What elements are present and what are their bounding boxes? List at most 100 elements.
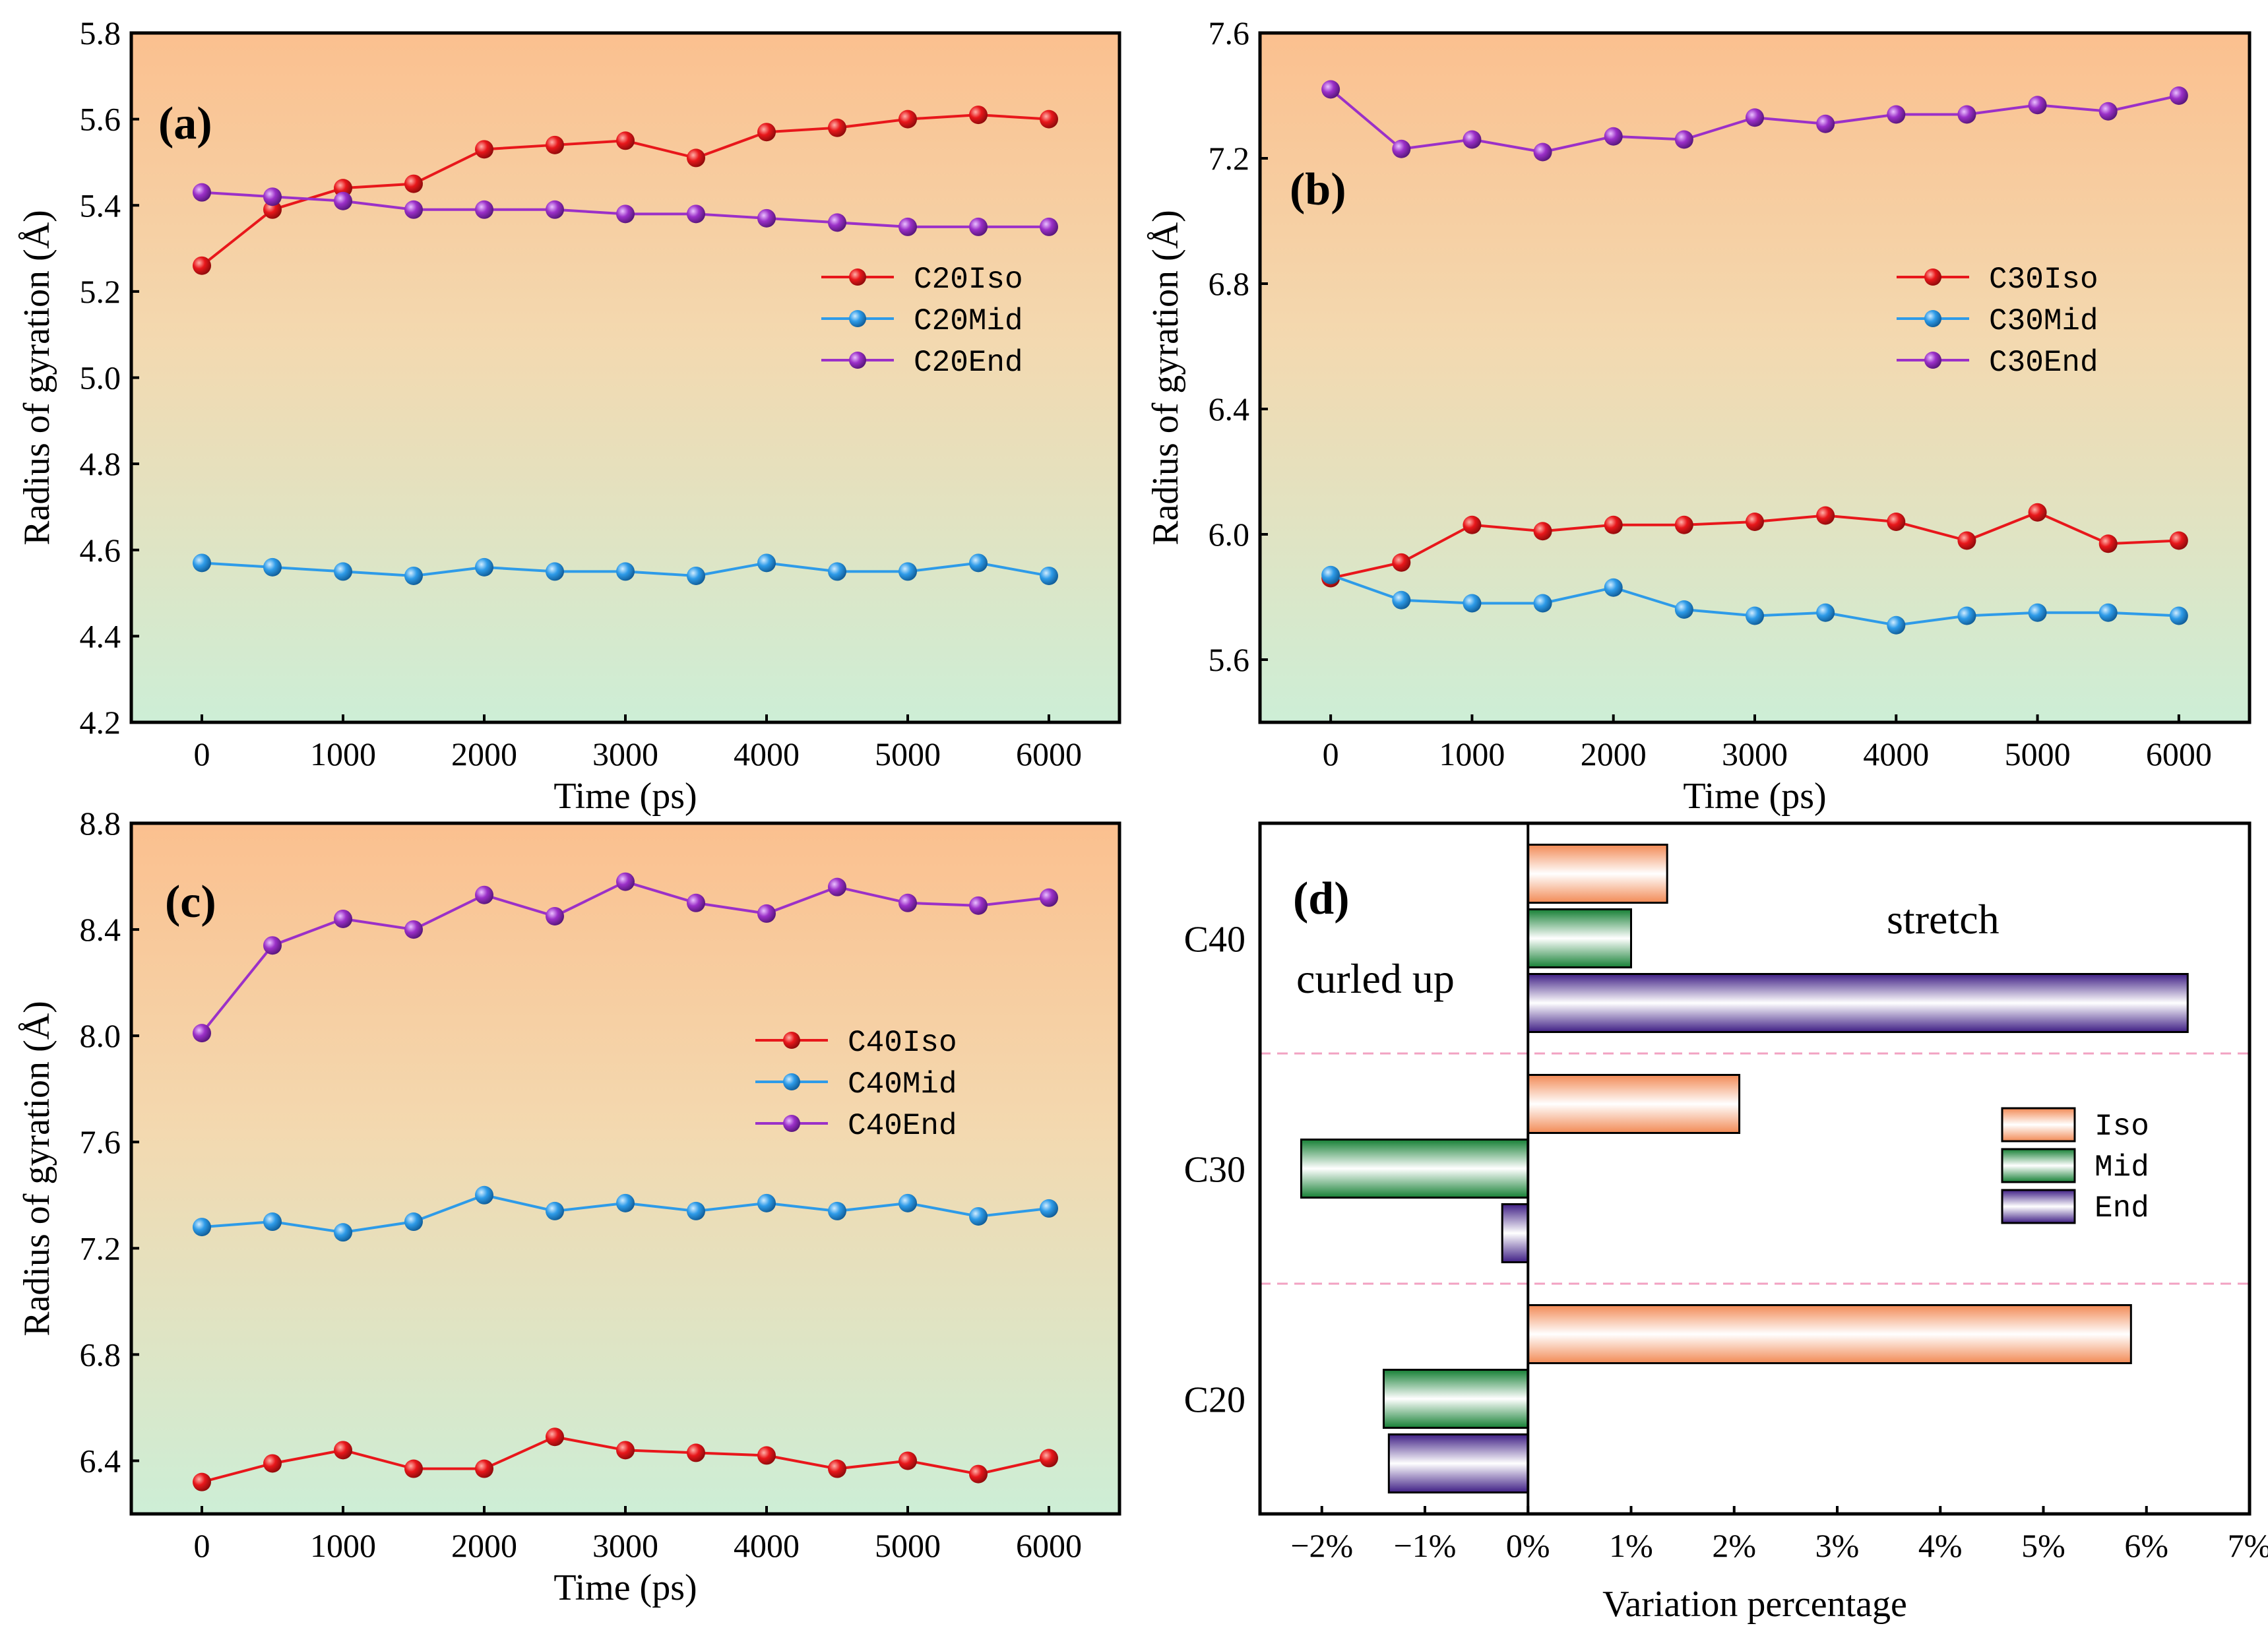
x-tick-label: 4000 [1863, 736, 1929, 772]
x-tick-label: 7% [2228, 1527, 2268, 1564]
x-tick-label: 1000 [1439, 736, 1505, 772]
data-point-C40Mid [193, 1218, 211, 1237]
bar-C20-End [1387, 1433, 1529, 1493]
legend-marker-C40Mid [783, 1073, 800, 1090]
plot-background [131, 823, 1119, 1514]
data-point-C20Iso [828, 118, 846, 137]
data-point-C20Mid [334, 562, 352, 581]
x-tick-label: 6% [2124, 1527, 2168, 1564]
data-point-C30Mid [1746, 606, 1764, 625]
panel-a: 4.2 4.4 4.6 4.8 5.0 5.2 5.4 5.6 5.8 0 1000 2000 3000… [16, 15, 1121, 817]
data-point-C30Mid [2028, 603, 2047, 622]
x-tick-label: 0 [1323, 736, 1339, 772]
data-point-C20Iso [898, 110, 917, 129]
data-point-C30Mid [1533, 594, 1552, 613]
plot-frame [129, 31, 1121, 724]
data-point-C30End [1321, 80, 1340, 99]
y-tick-label: 6.0 [1209, 516, 1250, 553]
x-tick-label: 3000 [592, 1527, 658, 1564]
data-point-C20End [263, 187, 282, 206]
y-tick-label: 7.6 [1209, 15, 1250, 51]
data-point-C40End [193, 1024, 211, 1043]
y-tick-label: 8.0 [80, 1017, 121, 1054]
data-point-C40Mid [334, 1223, 352, 1242]
y-tick-label: 5.2 [80, 273, 121, 310]
data-point-C20End [546, 200, 564, 219]
y-tick-label: 5.6 [1209, 641, 1250, 678]
data-point-C40Iso [898, 1451, 917, 1470]
plot-frame [1258, 31, 2252, 724]
data-point-C40End [475, 885, 493, 904]
data-point-C30Mid [1463, 594, 1482, 613]
data-point-C30Iso [1746, 513, 1764, 531]
data-point-C40Iso [616, 1441, 635, 1460]
y-tick-label: 8.8 [80, 805, 121, 842]
y-tick-label: 4.8 [80, 445, 121, 482]
legend-marker-C30End [1924, 352, 1941, 369]
data-point-C30Mid [1957, 606, 1976, 625]
data-point-C20Iso [475, 140, 493, 159]
data-point-C40End [334, 909, 352, 928]
y-tick-label: 6.4 [1209, 391, 1250, 427]
data-point-C30Iso [1604, 515, 1623, 534]
y-axis-title: Radius of gyration (Å) [16, 1001, 57, 1336]
data-point-C30End [1887, 105, 1906, 124]
legend-label-C30Iso: C30Iso [1989, 263, 2098, 297]
data-point-C20Mid [898, 562, 917, 581]
legend-marker-C40Iso [783, 1032, 800, 1049]
annotation-curled-up: curled up [1296, 955, 1455, 1002]
panel-b: 5.6 6.0 6.4 6.8 7.2 7.6 0 1000 2000 3000 4000 5000 6… [1145, 15, 2252, 817]
data-point-C40Iso [475, 1459, 493, 1478]
data-point-C30Mid [1674, 600, 1693, 619]
data-point-C30Mid [1321, 565, 1340, 584]
data-point-C20Mid [404, 566, 423, 585]
data-point-C30Mid [1887, 615, 1906, 635]
data-point-C20Iso [616, 131, 635, 150]
y-tick-label: 6.4 [80, 1442, 121, 1479]
data-point-C40Mid [263, 1212, 282, 1232]
data-point-C30End [1604, 127, 1623, 146]
data-point-C20End [969, 217, 988, 236]
data-point-C30Iso [1392, 553, 1411, 572]
x-tick-label: 4000 [734, 736, 800, 772]
data-point-C30End [2028, 96, 2047, 115]
data-point-C40Mid [969, 1207, 988, 1226]
legend-label-C30Mid: C30Mid [1989, 304, 2098, 338]
data-point-C40Mid [898, 1193, 917, 1212]
legend-swatch-End [2001, 1189, 2076, 1224]
data-point-C20End [193, 183, 211, 202]
x-tick-label: 2000 [1581, 736, 1647, 772]
data-point-C30End [2098, 102, 2118, 121]
data-point-C20End [616, 204, 635, 224]
x-tick-label: 4% [1918, 1527, 1963, 1564]
data-point-C40End [546, 906, 564, 925]
data-point-C40End [616, 872, 635, 891]
data-point-C40Iso [546, 1427, 564, 1447]
x-tick-label: 6000 [1016, 736, 1082, 772]
x-tick-label: 0% [1506, 1527, 1550, 1564]
data-point-C30End [1674, 130, 1693, 149]
data-point-C20Mid [757, 553, 776, 573]
panel-label: (d) [1293, 873, 1350, 924]
x-tick-label: 1% [1609, 1527, 1653, 1564]
data-point-C20Mid [193, 553, 211, 573]
data-point-C30Iso [2169, 531, 2188, 550]
data-point-C40End [828, 877, 846, 896]
bar-C30-Iso [1527, 1074, 1741, 1134]
x-tick-label: 4000 [734, 1527, 800, 1564]
data-point-C20Mid [828, 562, 846, 581]
panel-c: 6.4 6.8 7.2 7.6 8.0 8.4 8.8 0 1000 2000 3000 4000 50… [16, 805, 1121, 1608]
data-point-C30End [1816, 114, 1835, 133]
y-tick-label: 5.6 [80, 101, 121, 138]
data-point-C40Iso [334, 1441, 352, 1460]
data-point-C40End [404, 920, 423, 939]
legend-label-C30End: C30End [1989, 346, 2098, 380]
panel-label: (a) [158, 98, 212, 149]
x-tick-label: 0 [194, 736, 210, 772]
data-point-C20Mid [687, 566, 705, 585]
panel-label: (b) [1290, 164, 1346, 215]
y-tick-label: 4.2 [80, 704, 121, 741]
data-point-C30Mid [1604, 578, 1623, 597]
legend-label-C40Mid: C40Mid [848, 1067, 957, 1102]
